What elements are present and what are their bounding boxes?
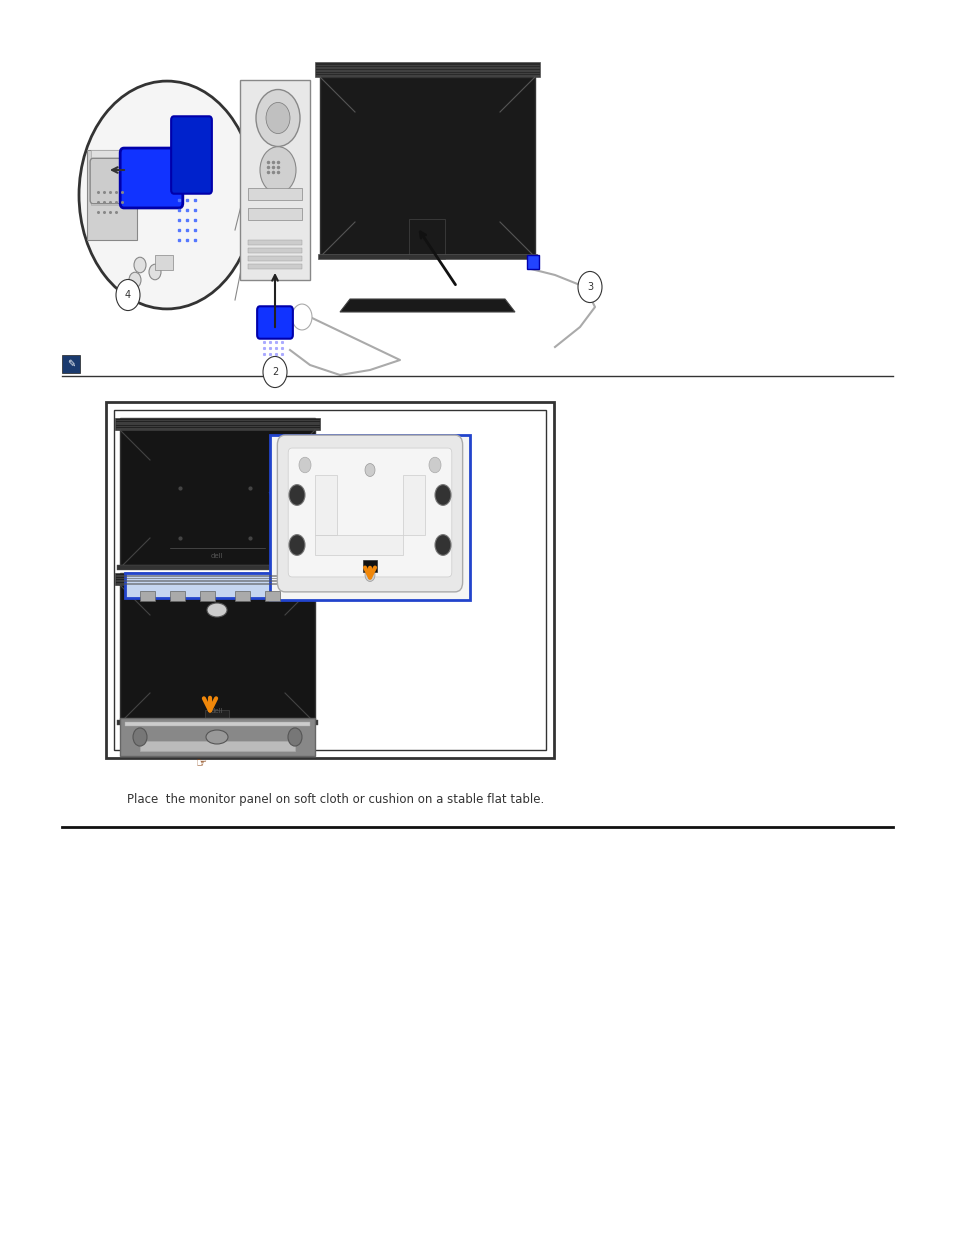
Circle shape (255, 89, 299, 147)
Circle shape (266, 103, 290, 133)
Circle shape (79, 82, 254, 309)
Circle shape (132, 727, 147, 746)
Circle shape (129, 272, 141, 288)
FancyBboxPatch shape (120, 148, 183, 207)
Text: ☞: ☞ (196, 757, 208, 771)
Bar (154, 254, 172, 270)
Bar (120, 573, 314, 722)
Circle shape (260, 147, 295, 194)
Bar (319, 77, 535, 257)
Circle shape (365, 568, 375, 582)
Bar (87, 149, 137, 240)
Bar (248, 256, 302, 261)
Text: dell: dell (211, 553, 223, 559)
Bar (125, 722, 310, 726)
Text: 4: 4 (125, 290, 131, 300)
Bar (113, 410, 545, 750)
Bar (314, 535, 402, 555)
Bar (314, 475, 336, 535)
Bar (117, 564, 317, 571)
Bar (240, 80, 310, 280)
Ellipse shape (207, 603, 227, 618)
Bar (200, 592, 214, 601)
Text: 2: 2 (272, 367, 278, 377)
Circle shape (429, 457, 440, 473)
FancyBboxPatch shape (277, 435, 462, 592)
FancyBboxPatch shape (90, 158, 131, 204)
Bar (248, 264, 302, 269)
Ellipse shape (206, 730, 228, 743)
Bar (125, 573, 310, 598)
Bar (234, 592, 250, 601)
Text: ✎: ✎ (67, 359, 75, 369)
Circle shape (149, 264, 161, 280)
Circle shape (365, 463, 375, 477)
Circle shape (289, 484, 305, 505)
Bar (265, 592, 280, 601)
Circle shape (288, 727, 302, 746)
Bar (115, 417, 319, 430)
Polygon shape (339, 299, 515, 312)
Bar (248, 240, 302, 245)
Circle shape (435, 535, 451, 556)
Bar (106, 403, 554, 758)
Bar (314, 62, 539, 77)
Circle shape (292, 304, 312, 330)
Circle shape (435, 484, 451, 505)
Bar (140, 741, 294, 751)
FancyBboxPatch shape (288, 448, 452, 577)
FancyBboxPatch shape (257, 306, 293, 338)
Bar (526, 254, 538, 269)
Circle shape (133, 257, 146, 273)
Bar (117, 720, 317, 725)
Bar (125, 573, 310, 598)
Bar (317, 254, 537, 259)
Bar (363, 559, 376, 572)
Bar (140, 592, 154, 601)
Circle shape (298, 457, 311, 473)
FancyBboxPatch shape (171, 116, 212, 194)
Circle shape (116, 279, 140, 310)
Circle shape (289, 535, 305, 556)
Circle shape (263, 357, 287, 388)
Bar (120, 417, 314, 568)
Bar (248, 188, 302, 200)
Bar (248, 248, 302, 253)
Bar (205, 710, 229, 730)
Bar (248, 207, 302, 220)
Bar (170, 592, 185, 601)
Bar (120, 718, 314, 756)
Bar (91, 149, 131, 205)
Bar (62, 354, 80, 373)
Bar (270, 435, 470, 600)
Circle shape (578, 272, 601, 303)
Text: Place  the monitor panel on soft cloth or cushion on a stable flat table.: Place the monitor panel on soft cloth or… (127, 794, 543, 806)
Bar (409, 219, 444, 259)
Text: dell: dell (211, 708, 223, 714)
Bar (115, 573, 319, 585)
Bar (402, 475, 424, 535)
Text: 3: 3 (586, 282, 593, 291)
